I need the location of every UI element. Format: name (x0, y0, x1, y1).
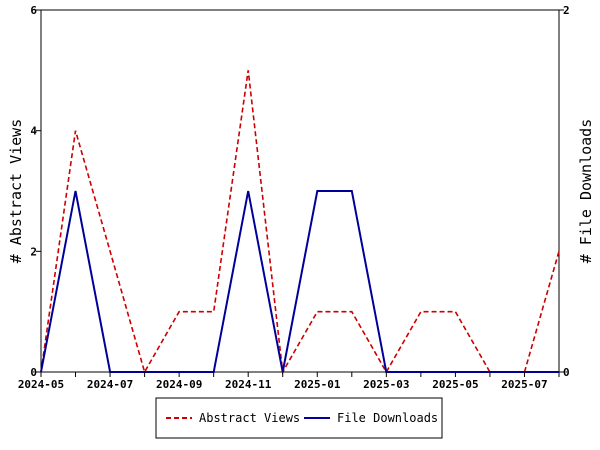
left-axis: 0 2 4 6 (30, 4, 41, 379)
series-line-2 (40, 190, 559, 373)
x-tick-label: 2025-07 (501, 378, 547, 391)
x-tick-label: 2025-05 (432, 378, 478, 391)
x-tick-label: 2025-01 (294, 378, 341, 391)
x-tick-label: 2025-03 (363, 378, 409, 391)
x-tick-label: 2024-09 (156, 378, 202, 391)
x-tick-label: 2024-05 (18, 378, 64, 391)
y-tick-label-left: 0 (30, 366, 37, 379)
x-axis: 2024-05 2024-07 2024-09 2024-11 2025-01 2025-… (18, 372, 560, 391)
legend-label-1: Abstract Views (199, 411, 300, 425)
series-line-1 (40, 70, 560, 375)
legend-label-2: File Downloads (337, 411, 438, 425)
right-axis: 02 (559, 4, 570, 379)
y-tick-label-left: 4 (30, 125, 37, 138)
y-tick-label-left: 6 (30, 4, 37, 17)
y-axis-label-left: # Abstract Views (7, 119, 25, 264)
y-axis-label-right: # File Downloads (577, 119, 595, 264)
plot-area (40, 9, 560, 375)
legend-box (155, 397, 443, 439)
y-tick-label-right: 2 (563, 4, 570, 17)
y-tick-label-left: 2 (30, 245, 37, 258)
y-tick-label-right: 0 (563, 366, 570, 379)
x-tick-label: 2024-11 (225, 378, 272, 391)
legend: Abstract Views File Downloads (155, 397, 443, 439)
x-tick-label: 2024-07 (87, 378, 133, 391)
plot-frame (40, 9, 560, 373)
